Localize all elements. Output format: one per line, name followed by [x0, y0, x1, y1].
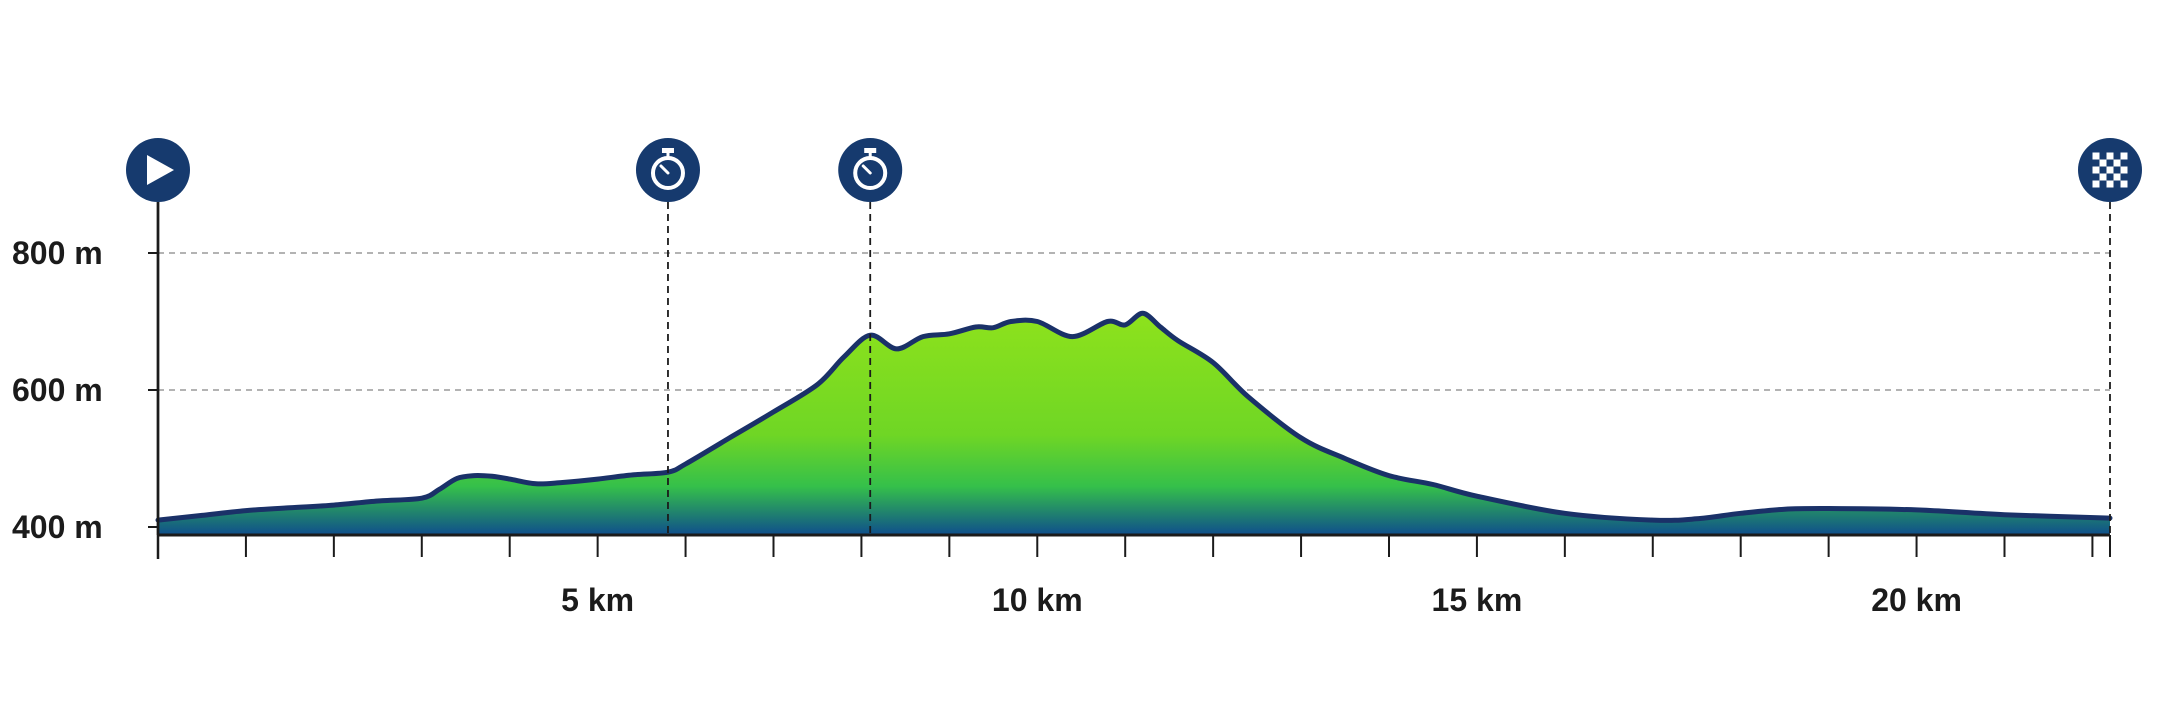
- x-tick-label: 15 km: [1432, 582, 1523, 618]
- y-tick-label: 800 m: [12, 235, 103, 271]
- checker-square: [2092, 166, 2100, 174]
- x-tick-label: 10 km: [992, 582, 1083, 618]
- checker-square: [2113, 180, 2121, 188]
- elevation-area: [158, 313, 2110, 535]
- checker-square: [2120, 173, 2128, 181]
- marker-circle: [838, 138, 903, 202]
- stopwatch-hand: [659, 164, 670, 175]
- checker-square: [2113, 159, 2121, 167]
- checker-square: [2099, 152, 2107, 160]
- checker-square: [2099, 166, 2107, 174]
- checker-square: [2120, 159, 2128, 167]
- x-tick-label: 20 km: [1871, 582, 1962, 618]
- checker-square: [2092, 152, 2100, 160]
- checker-square: [2092, 173, 2100, 181]
- marker-circle: [635, 138, 700, 202]
- checkered-flag-icon: [2078, 138, 2142, 202]
- checker-square: [2113, 152, 2121, 160]
- stopwatch-crown: [661, 148, 674, 153]
- play-triangle: [147, 155, 174, 185]
- checker-square: [2113, 173, 2121, 181]
- stopwatch-crown: [864, 148, 877, 153]
- checker-square: [2099, 173, 2107, 181]
- checker-square: [2113, 166, 2121, 174]
- elevation-line: [155, 310, 2113, 523]
- checker-square: [2099, 180, 2107, 188]
- checker-square: [2106, 159, 2114, 167]
- checker-square: [2120, 166, 2128, 174]
- stopwatch-icon: [635, 138, 700, 202]
- checker-square: [2120, 180, 2128, 188]
- stopwatch-icon: [838, 138, 903, 202]
- y-tick-label: 400 m: [12, 509, 103, 545]
- play-icon: [126, 138, 190, 202]
- checker-square: [2106, 173, 2114, 181]
- checker-square: [2106, 166, 2114, 174]
- checker-square: [2092, 159, 2100, 167]
- stopwatch-hand: [861, 164, 872, 175]
- checker-square: [2106, 152, 2114, 160]
- checker-square: [2092, 180, 2100, 188]
- checker-square: [2099, 159, 2107, 167]
- x-tick-label: 5 km: [561, 582, 634, 618]
- checker-square: [2106, 180, 2114, 188]
- y-tick-label: 600 m: [12, 372, 103, 408]
- checker-square: [2120, 152, 2128, 160]
